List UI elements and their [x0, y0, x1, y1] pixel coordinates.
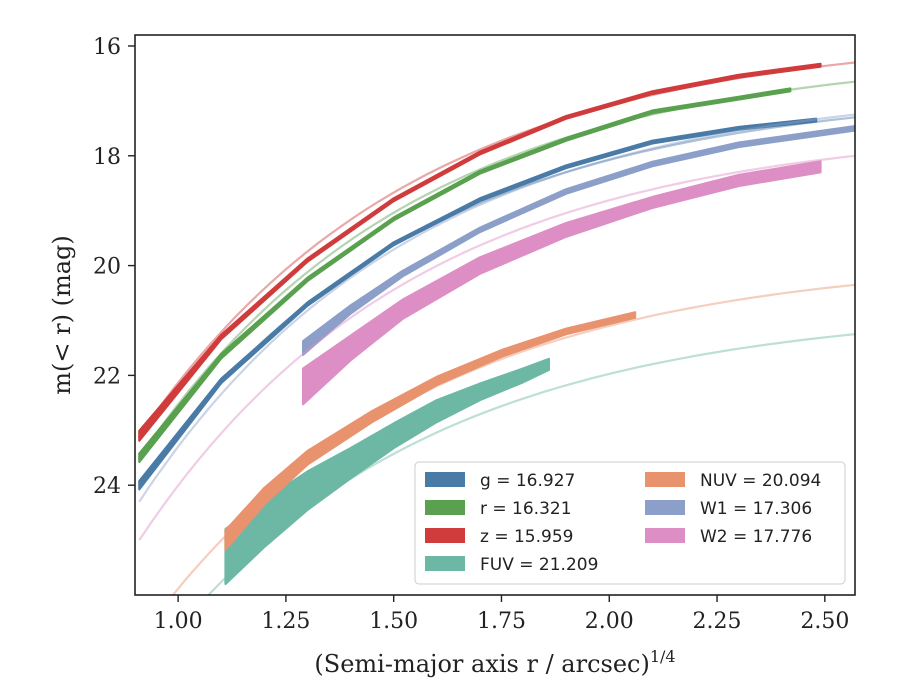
- series-5-extrapolation: [138, 113, 855, 503]
- x-axis-label-exponent: 1/4: [650, 647, 676, 666]
- series-6-extrapolation: [138, 154, 855, 541]
- series-6-band: [302, 160, 822, 406]
- legend-label: W2 = 17.776: [700, 527, 812, 547]
- x-tick-label: 2.50: [800, 609, 849, 634]
- x-axis-label-text: (Semi-major axis r / arcsec): [314, 650, 649, 678]
- x-tick-label: 1.75: [477, 609, 526, 634]
- series-1-band: [138, 87, 792, 463]
- x-tick-label: 1.50: [369, 609, 418, 634]
- y-tick-label: 22: [93, 364, 121, 389]
- legend-swatch: [425, 528, 465, 543]
- legend-label: FUV = 21.209: [480, 555, 598, 575]
- y-axis-label: m(< r) (mag): [48, 235, 76, 394]
- y-tick-label: 16: [93, 35, 121, 60]
- series-1-extrapolation: [138, 80, 855, 459]
- legend-label: z = 15.959: [480, 527, 573, 547]
- legend-swatch: [645, 528, 685, 543]
- legend-swatch: [425, 472, 465, 487]
- legend-label: NUV = 20.094: [700, 471, 821, 491]
- series-4-band: [224, 311, 637, 551]
- x-tick-label: 2.00: [585, 609, 634, 634]
- x-ticks: 1.00 1.25 1.50 1.75 2.00 2.25 2.50: [154, 595, 849, 634]
- legend-label: g = 16.927: [480, 471, 575, 491]
- legend-label: W1 = 17.306: [700, 499, 812, 519]
- legend-swatch: [645, 500, 685, 515]
- x-tick-label: 1.25: [261, 609, 310, 634]
- x-axis-label: (Semi-major axis r / arcsec)1/4: [314, 647, 675, 678]
- legend-swatch: [425, 500, 465, 515]
- y-tick-label: 24: [93, 474, 121, 499]
- series-0-band: [138, 117, 818, 491]
- y-tick-label: 18: [93, 145, 121, 170]
- plot-frame: [134, 34, 856, 596]
- legend-label: r = 16.321: [480, 499, 572, 519]
- series-5-band: [302, 124, 855, 356]
- series-3-band: [224, 357, 551, 586]
- y-tick-label: 20: [93, 255, 121, 280]
- legend-box: [414, 461, 846, 585]
- series-2-band: [138, 62, 822, 442]
- legend: g = 16.927 r = 16.321 z = 15.959 FUV = 21.2…: [414, 461, 846, 585]
- curves: [138, 61, 855, 595]
- legend-swatch: [645, 472, 685, 487]
- x-tick-label: 1.00: [154, 609, 203, 634]
- legend-swatch: [425, 556, 465, 571]
- y-ticks: 16 18 20 22 24: [93, 35, 135, 499]
- x-tick-label: 2.25: [693, 609, 742, 634]
